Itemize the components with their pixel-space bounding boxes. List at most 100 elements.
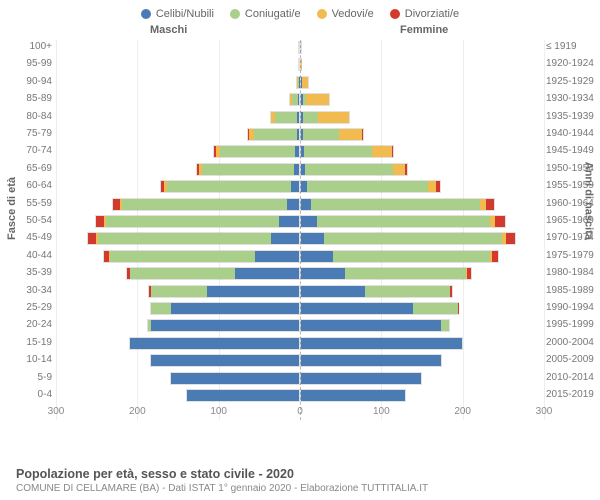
bar-female xyxy=(300,285,453,298)
pyramid-row: 25-291990-1994 xyxy=(56,301,544,316)
segment xyxy=(130,338,299,349)
pyramid-row: 15-192000-2004 xyxy=(56,336,544,351)
segment xyxy=(151,303,171,314)
segment xyxy=(301,390,405,401)
segment xyxy=(318,112,349,123)
age-label: 15-19 xyxy=(18,337,52,348)
legend-label: Coniugati/e xyxy=(245,8,301,20)
segment xyxy=(365,286,449,297)
age-label: 20-24 xyxy=(18,319,52,330)
pyramid-row: 80-841935-1939 xyxy=(56,110,544,125)
segment xyxy=(339,129,363,140)
segment xyxy=(122,199,287,210)
legend-swatch xyxy=(390,9,400,19)
legend-label: Divorziati/e xyxy=(405,8,459,20)
segment xyxy=(324,233,503,244)
xtick: 100 xyxy=(210,406,227,417)
xtick: 200 xyxy=(454,406,471,417)
bar-female xyxy=(300,302,459,315)
header-male: Maschi xyxy=(150,24,187,36)
segment xyxy=(297,129,299,140)
pyramid-row: 0-42015-2019 xyxy=(56,388,544,403)
bar-female xyxy=(300,232,516,245)
segment xyxy=(428,181,436,192)
segment xyxy=(275,112,298,123)
segment xyxy=(467,268,471,279)
bar-female xyxy=(300,337,463,350)
segment xyxy=(307,181,427,192)
pyramid-row: 40-441975-1979 xyxy=(56,249,544,264)
bar-female xyxy=(300,163,408,176)
segment xyxy=(151,320,300,331)
year-label: 1990-1994 xyxy=(546,302,598,313)
segment xyxy=(301,373,421,384)
segment xyxy=(110,251,255,262)
segment xyxy=(301,355,441,366)
segment xyxy=(202,164,294,175)
segment xyxy=(187,390,299,401)
segment xyxy=(287,199,299,210)
segment xyxy=(458,303,459,314)
age-label: 0-4 xyxy=(18,389,52,400)
bar-male xyxy=(160,180,300,193)
age-label: 50-54 xyxy=(18,215,52,226)
segment xyxy=(301,303,413,314)
year-label: 1945-1949 xyxy=(546,145,598,156)
year-label: 2015-2019 xyxy=(546,389,598,400)
segment xyxy=(311,199,480,210)
pyramid-row: 50-541965-1969 xyxy=(56,214,544,229)
bar-female xyxy=(300,215,506,228)
year-label: 1925-1929 xyxy=(546,76,598,87)
segment xyxy=(301,216,317,227)
segment xyxy=(450,286,452,297)
year-label: 1930-1934 xyxy=(546,93,598,104)
x-axis: 3002001000100200300 xyxy=(56,406,544,420)
xtick: 0 xyxy=(297,406,303,417)
year-label: 1975-1979 xyxy=(546,250,598,261)
bar-male xyxy=(112,198,300,211)
legend-item: Coniugati/e xyxy=(230,8,301,20)
year-label: 1950-1954 xyxy=(546,163,598,174)
segment xyxy=(292,94,299,105)
bar-female xyxy=(300,58,302,71)
pyramid-row: 5-92010-2014 xyxy=(56,371,544,386)
segment xyxy=(171,303,299,314)
xtick: 100 xyxy=(373,406,390,417)
bar-male xyxy=(95,215,300,228)
pyramid-chart: Fasce di età Anni di nascita 30020010001… xyxy=(0,40,600,440)
year-label: 1935-1939 xyxy=(546,111,598,122)
segment xyxy=(345,268,466,279)
age-label: 80-84 xyxy=(18,111,52,122)
bar-male xyxy=(87,232,300,245)
yaxis-left-label: Fasce di età xyxy=(6,177,18,240)
segment xyxy=(301,268,345,279)
segment xyxy=(151,355,299,366)
segment xyxy=(405,164,407,175)
year-label: 2010-2014 xyxy=(546,372,598,383)
segment xyxy=(279,216,299,227)
segment xyxy=(317,216,490,227)
bar-female xyxy=(300,111,350,124)
age-label: 75-79 xyxy=(18,128,52,139)
xtick: 300 xyxy=(48,406,65,417)
plot-area: 3002001000100200300 100+≤ 191995-991920-… xyxy=(56,40,544,420)
segment xyxy=(295,146,299,157)
pyramid-row: 85-891930-1934 xyxy=(56,92,544,107)
segment xyxy=(333,251,490,262)
segment xyxy=(167,181,291,192)
age-label: 40-44 xyxy=(18,250,52,261)
segment xyxy=(88,233,96,244)
age-label: 60-64 xyxy=(18,180,52,191)
bar-female xyxy=(300,128,364,141)
segment xyxy=(235,268,299,279)
pyramid-row: 65-691950-1954 xyxy=(56,162,544,177)
segment xyxy=(492,251,498,262)
age-label: 55-59 xyxy=(18,198,52,209)
segment xyxy=(298,94,299,105)
segment xyxy=(495,216,505,227)
year-label: ≤ 1919 xyxy=(546,41,598,52)
age-label: 70-74 xyxy=(18,145,52,156)
bar-female xyxy=(300,354,442,367)
age-label: 85-89 xyxy=(18,93,52,104)
segment xyxy=(301,233,324,244)
